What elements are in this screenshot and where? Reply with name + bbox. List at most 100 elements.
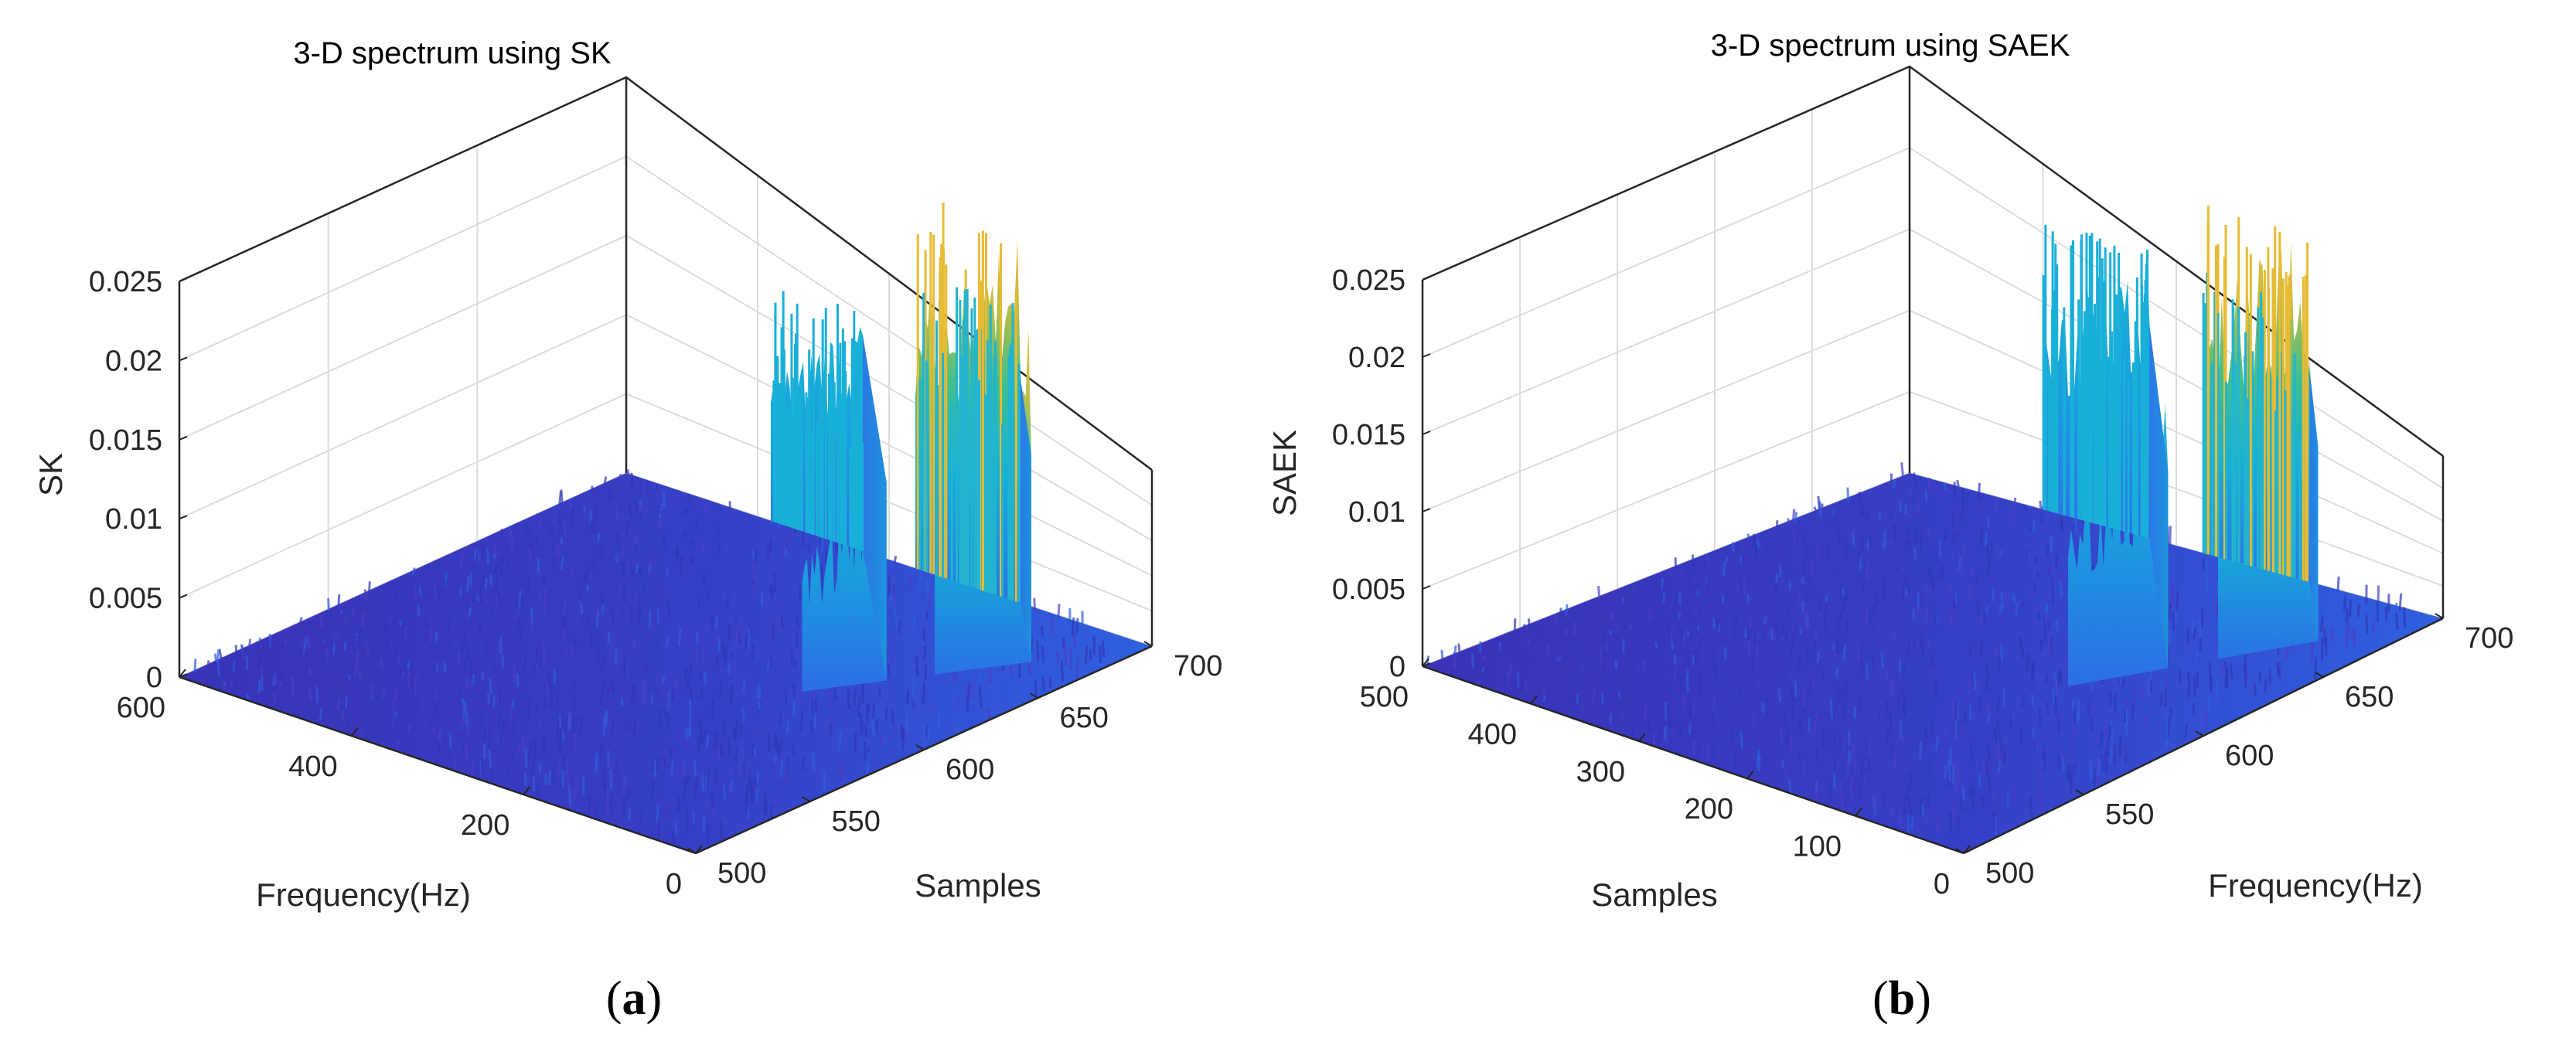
noise-spike [773,731,777,748]
noise-spike [2205,560,2208,579]
noise-spike [1689,709,1693,719]
band-side [2149,325,2169,669]
noise-spike [785,720,789,734]
noise-spike [2021,601,2025,608]
noise-spike [827,690,831,708]
noise-spike [1837,531,1841,545]
surface-bands [771,203,1031,692]
noise-spike [659,516,662,529]
noise-spike [2009,713,2012,730]
noise-spike [1559,608,1562,624]
noise-spike [1604,642,1608,652]
noise-spike [542,652,546,662]
noise-spike [670,499,674,505]
noise-spike [1599,646,1603,660]
noise-spike [329,661,333,667]
noise-spike [1763,631,1767,642]
noise-spike [570,645,574,659]
noise-spike [662,492,666,507]
noise-spike [1099,645,1102,664]
noise-spike [1958,557,1962,570]
noise-spike [1888,710,1893,729]
noise-spike [2029,795,2033,818]
noise-spike [1723,547,1728,555]
noise-spike [1664,701,1668,720]
noise-spike [1725,557,1729,563]
noise-spike [630,686,635,702]
noise-spike [414,676,417,695]
noise-spike [1804,588,1809,604]
noise-spike [560,720,564,739]
noise-spike [888,583,891,597]
noise-spike [230,682,233,688]
noise-spike [1899,720,1903,740]
noise-spike [2345,608,2349,622]
noise-spike [1787,518,1791,524]
x-axis-label: Frequency(Hz) [256,877,471,913]
noise-spike [632,638,637,652]
noise-spike [452,755,457,771]
noise-spike [793,659,797,669]
noise-spike [579,601,584,614]
noise-spike [206,660,210,669]
z-ticks: 0 0.005 0.01 0.015 0.02 0.025 [89,266,188,694]
noise-spike [585,566,589,584]
noise-spike [391,642,395,649]
noise-spike [486,692,490,704]
noise-spike [413,628,417,636]
noise-spike [498,689,502,703]
noise-spike [553,515,557,526]
noise-spike [1906,581,1911,594]
noise-spike [2394,612,2399,630]
noise-spike [1909,773,1912,793]
z-tick-label: 0.02 [1348,342,1406,374]
noise-spike [1868,739,1872,758]
z-tick-label: 0.025 [1332,264,1406,297]
noise-spike [1845,594,1849,604]
noise-spike [1764,544,1768,550]
noise-spike [1904,576,1908,587]
noise-spike [1885,700,1889,717]
noise-spike [1747,640,1751,657]
noise-spike [2373,609,2377,622]
noise-spike [1060,660,1065,682]
noise-spike [2002,750,2007,764]
noise-spike [1889,805,1893,819]
noise-spike [1817,495,1821,511]
noise-spike [2109,746,2114,764]
chart-title: 3-D spectrum using SAEK [1711,29,2070,63]
noise-spike [615,509,618,516]
noise-spike [1831,509,1835,516]
noise-spike [1992,790,1996,811]
y-tick-mark [687,848,697,854]
z-tick-mark [1422,585,1431,590]
noise-spike [341,709,345,722]
noise-spike [590,519,595,533]
noise-spike [2175,591,2179,611]
back-wall-left [179,77,626,677]
noise-spike [701,572,706,583]
noise-spike [1880,653,1885,668]
noise-spike [370,682,374,701]
x-ticks: 0 200 400 600 [117,669,703,900]
noise-spike [1954,593,1958,604]
noise-spike [1808,625,1811,631]
noise-spike [465,711,469,727]
noise-spike [1960,795,1964,812]
noise-spike [1802,532,1807,549]
noise-spike [1803,543,1808,558]
noise-spike [857,707,860,718]
noise-spike [476,594,480,602]
noise-spike [871,719,875,736]
noise-spike [601,604,605,615]
noise-spike [2052,563,2055,580]
y-axis-label: Frequency(Hz) [2208,867,2423,904]
noise-spike [1784,628,1788,639]
noise-spike [1998,552,2002,565]
noise-spike [622,561,625,577]
noise-spike [270,639,274,655]
noise-spike [1791,509,1796,522]
x-tick-mark [1638,733,1646,742]
noise-spike [812,751,815,771]
noise-spike [924,664,927,681]
